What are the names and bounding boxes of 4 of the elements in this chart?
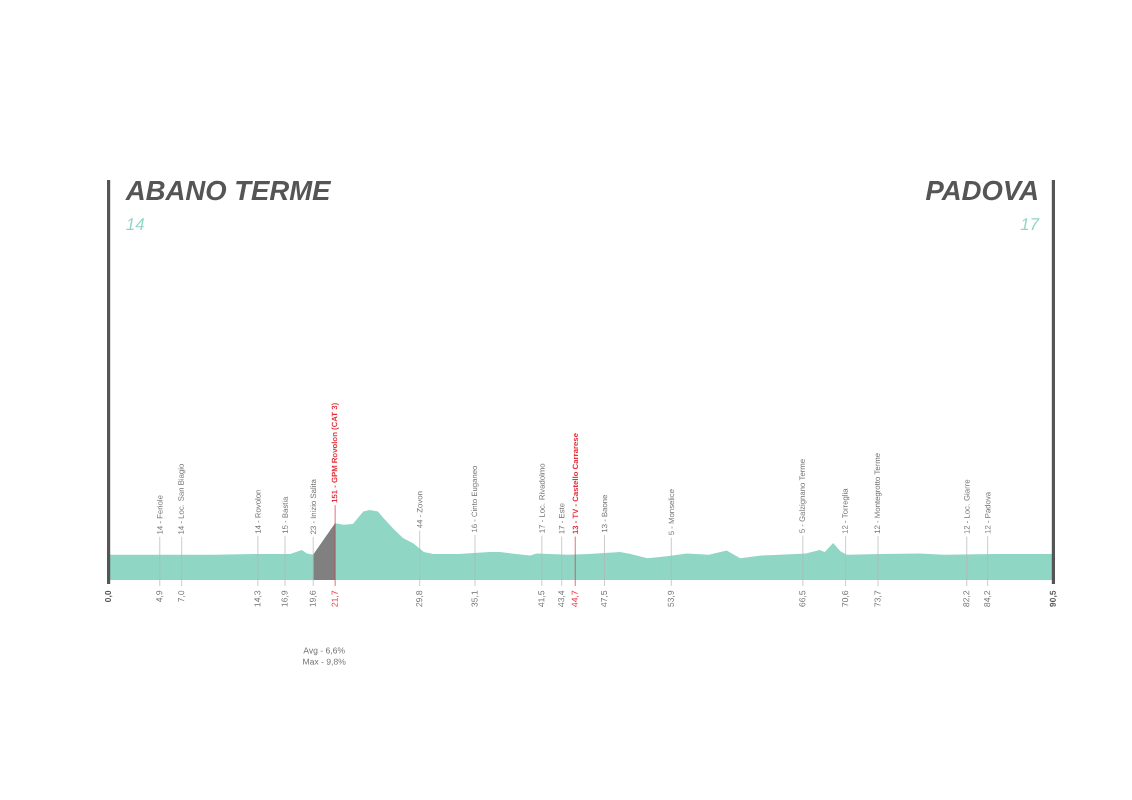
ref-line-label: ABANO TERME [125, 180, 332, 201]
ref-line-label: PADOVA [925, 180, 1038, 201]
annotation: 14 [126, 218, 144, 230]
annotation: 17 [1020, 218, 1040, 230]
